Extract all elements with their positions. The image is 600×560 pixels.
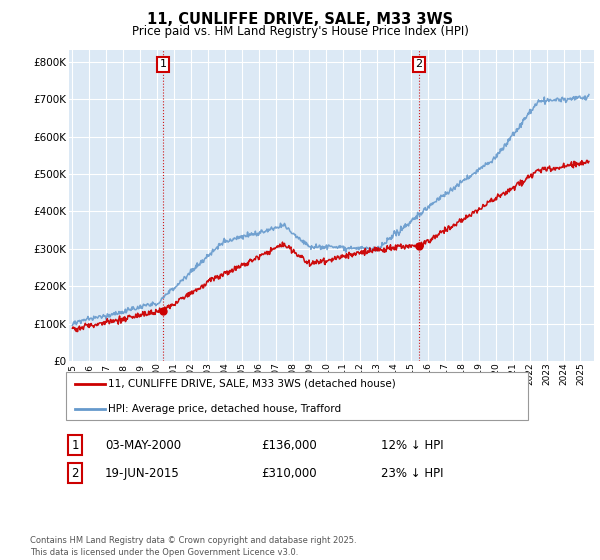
- Text: 11, CUNLIFFE DRIVE, SALE, M33 3WS (detached house): 11, CUNLIFFE DRIVE, SALE, M33 3WS (detac…: [108, 379, 396, 389]
- Text: £310,000: £310,000: [261, 466, 317, 480]
- Text: Price paid vs. HM Land Registry's House Price Index (HPI): Price paid vs. HM Land Registry's House …: [131, 25, 469, 38]
- Text: 1: 1: [160, 59, 166, 69]
- Text: 11, CUNLIFFE DRIVE, SALE, M33 3WS: 11, CUNLIFFE DRIVE, SALE, M33 3WS: [147, 12, 453, 27]
- Text: 23% ↓ HPI: 23% ↓ HPI: [381, 466, 443, 480]
- Text: 2: 2: [71, 466, 79, 480]
- Text: 19-JUN-2015: 19-JUN-2015: [105, 466, 180, 480]
- Text: 12% ↓ HPI: 12% ↓ HPI: [381, 438, 443, 452]
- Text: HPI: Average price, detached house, Trafford: HPI: Average price, detached house, Traf…: [108, 404, 341, 413]
- Text: 03-MAY-2000: 03-MAY-2000: [105, 438, 181, 452]
- Text: 1: 1: [71, 438, 79, 452]
- Text: £136,000: £136,000: [261, 438, 317, 452]
- Text: 2: 2: [415, 59, 422, 69]
- Text: Contains HM Land Registry data © Crown copyright and database right 2025.
This d: Contains HM Land Registry data © Crown c…: [30, 536, 356, 557]
